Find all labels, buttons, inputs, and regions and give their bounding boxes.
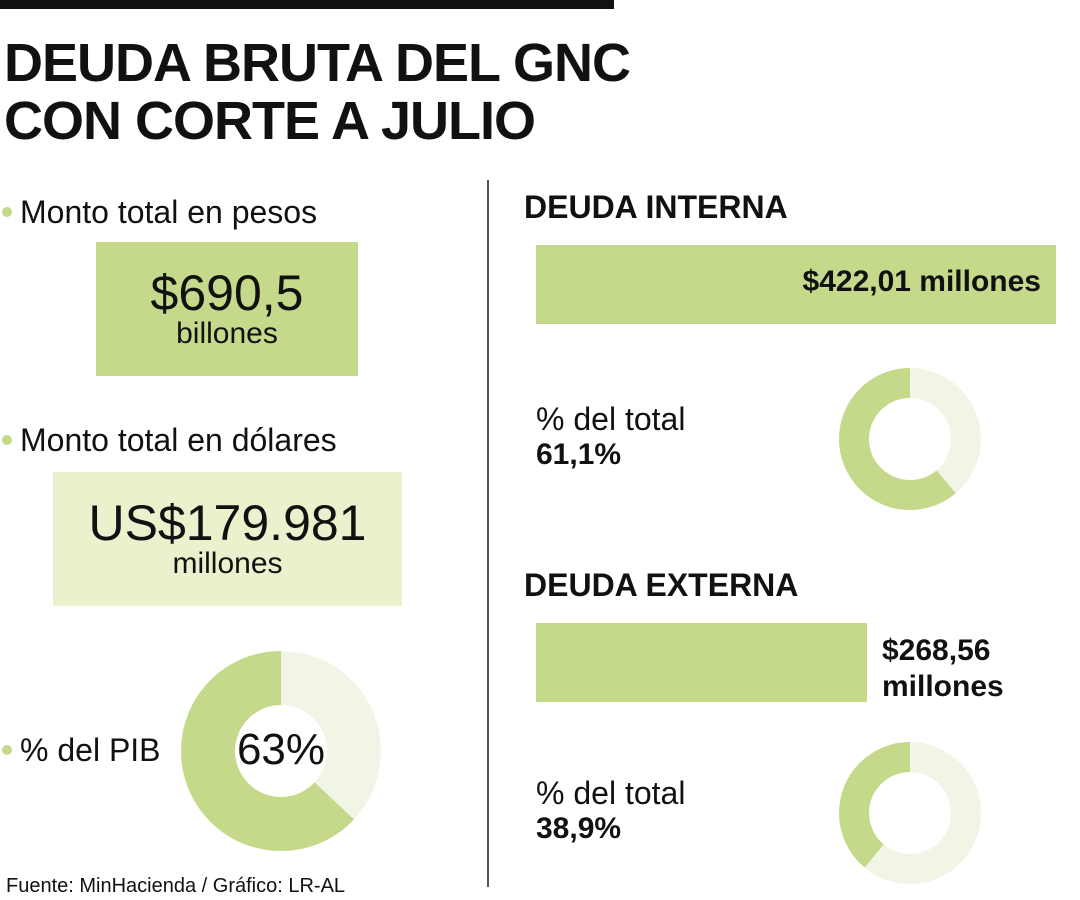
externa-pct-label: % del total bbox=[536, 775, 686, 811]
donut-value-slice bbox=[839, 368, 981, 510]
top-rule bbox=[0, 0, 614, 9]
usd-unit: millones bbox=[172, 547, 283, 580]
title-line-1: DEUDA BRUTA DEL GNC bbox=[4, 33, 631, 93]
externa-pct-value: 38,9% bbox=[536, 812, 622, 845]
pib-donut bbox=[181, 651, 381, 851]
title-line-2: CON CORTE A JULIO bbox=[4, 91, 536, 151]
usd-box: US$179.981 millones bbox=[53, 472, 402, 606]
interna-donut bbox=[839, 368, 981, 510]
externa-title: DEUDA EXTERNA bbox=[524, 567, 799, 603]
usd-value: US$179.981 bbox=[88, 495, 367, 551]
column-divider bbox=[487, 180, 489, 887]
pesos-label: Monto total en pesos bbox=[2, 193, 317, 231]
interna-title: DEUDA INTERNA bbox=[524, 189, 788, 225]
externa-amount: $268,56 millones bbox=[882, 633, 1004, 705]
externa-donut bbox=[839, 742, 981, 884]
externa-bar bbox=[536, 623, 867, 702]
externa-amount-line-1: $268,56 bbox=[882, 634, 991, 667]
interna-amount: $422,01 millones bbox=[802, 265, 1041, 298]
donut-value-slice bbox=[181, 651, 381, 851]
pib-label: % del PIB bbox=[2, 731, 161, 769]
interna-bar bbox=[536, 245, 1056, 324]
usd-label: Monto total en dólares bbox=[2, 421, 337, 459]
source-footer: Fuente: MinHacienda / Gráfico: LR-AL bbox=[6, 875, 346, 897]
pib-value: 63% bbox=[236, 725, 326, 774]
donut-value-slice bbox=[839, 742, 981, 884]
externa-amount-line-2: millones bbox=[882, 670, 1004, 703]
page-title: DEUDA BRUTA DEL GNC CON CORTE A JULIO bbox=[4, 33, 631, 151]
interna-pct-value: 61,1% bbox=[536, 438, 622, 471]
pesos-value: $690,5 bbox=[150, 265, 304, 321]
pesos-unit: billones bbox=[176, 317, 278, 350]
interna-pct-label: % del total bbox=[536, 401, 686, 437]
pesos-box: $690,5 billones bbox=[96, 242, 358, 376]
